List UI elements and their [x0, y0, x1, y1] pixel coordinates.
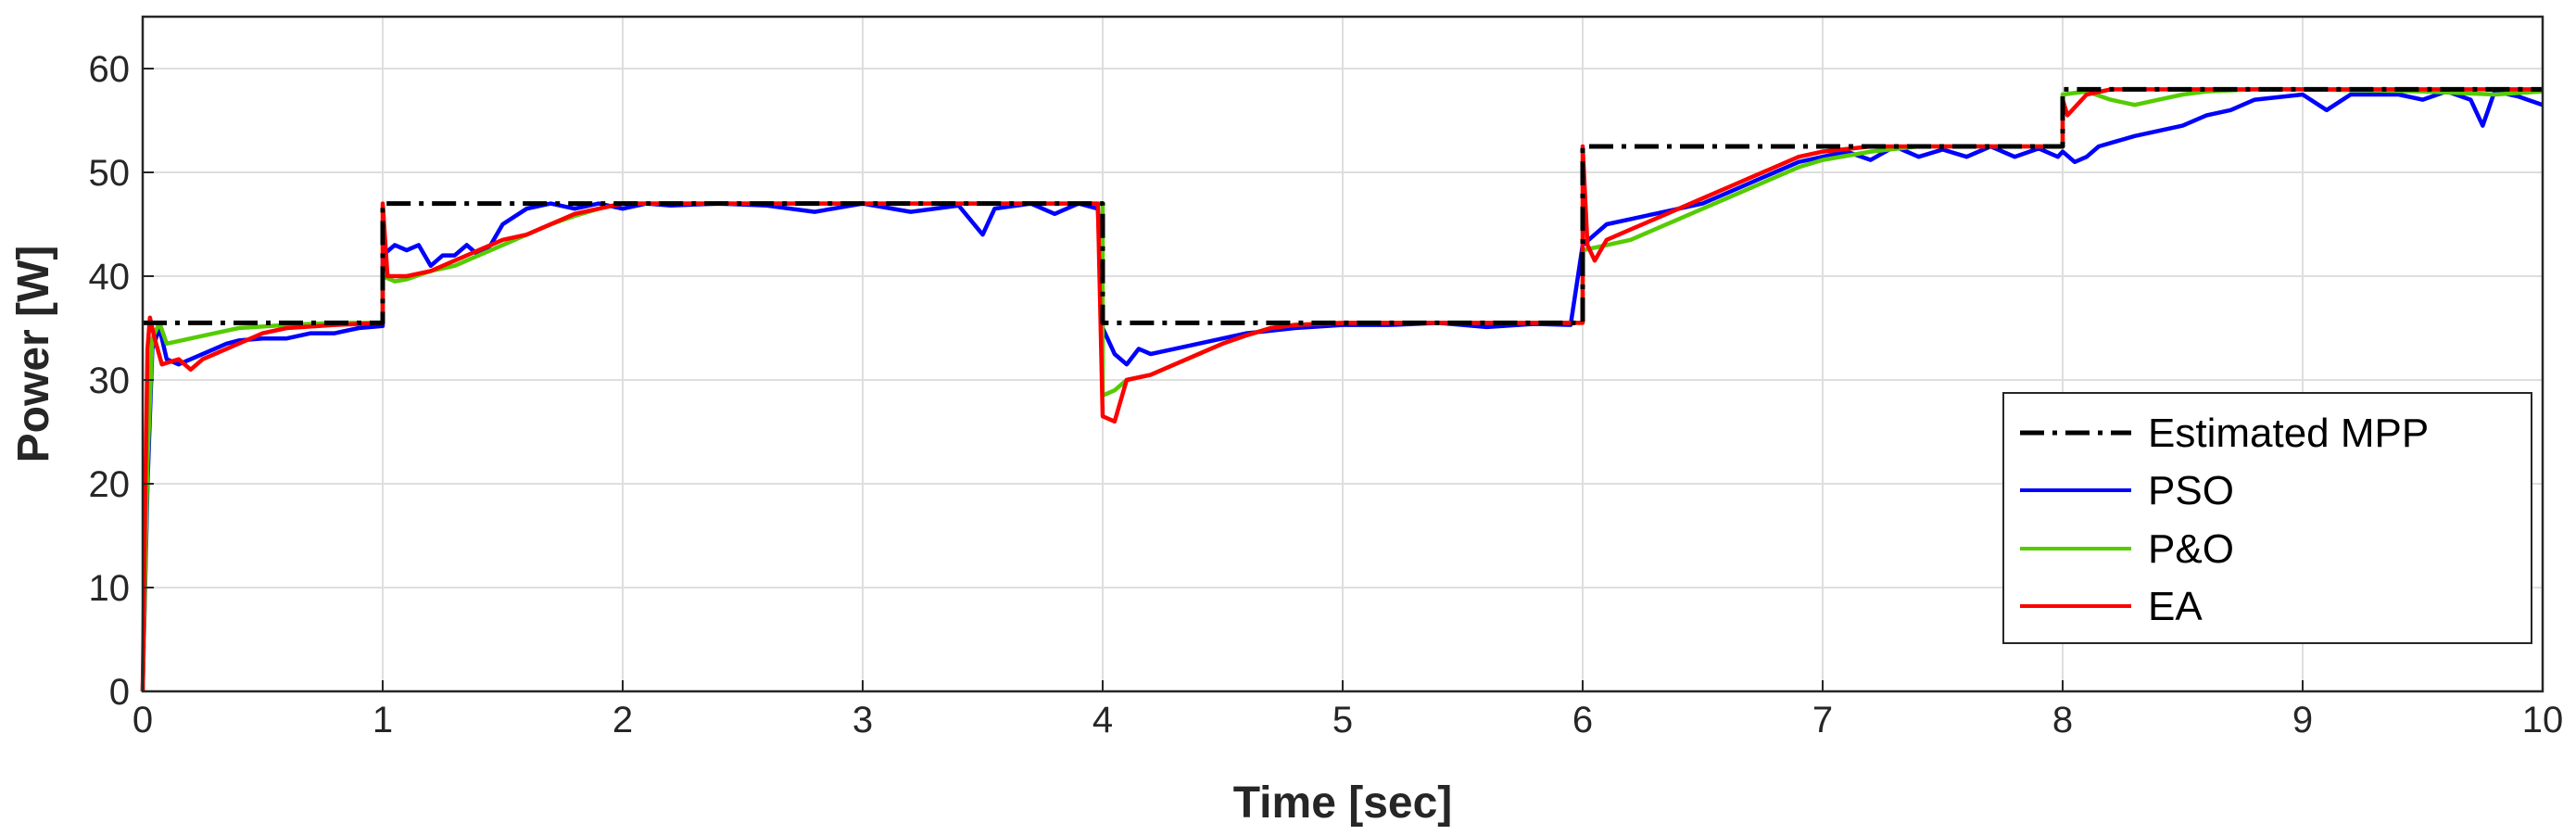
x-axis-title: Time [sec] — [1233, 778, 1453, 828]
y-tick-label: 10 — [89, 568, 131, 609]
y-tick-label: 50 — [89, 153, 131, 194]
series-line-ea — [140, 87, 2543, 692]
x-tick-label: 7 — [1812, 700, 1833, 740]
legend-label-po: P&O — [2148, 526, 2234, 572]
x-tick-label: 0 — [133, 700, 153, 740]
x-tick-label: 8 — [2052, 700, 2073, 740]
legend-label-estimated-mpp: Estimated MPP — [2148, 411, 2429, 456]
x-tick-label: 2 — [612, 700, 633, 740]
y-tick-label: 0 — [109, 672, 130, 713]
x-tick-label: 3 — [852, 700, 873, 740]
series-line-estimated-mpp — [143, 86, 2543, 325]
legend-box — [2002, 392, 2532, 644]
y-tick-label: 30 — [89, 361, 131, 401]
legend-label-pso: PSO — [2148, 468, 2234, 513]
y-tick-label: 20 — [89, 464, 131, 505]
ticks: 0 1 2 3 4 5 6 7 8 9 10 0 10 20 30 40 50 60 — [89, 49, 2564, 740]
x-tick-label: 4 — [1092, 700, 1113, 740]
x-tick-label: 6 — [1572, 700, 1593, 740]
y-axis-title: Power [W] — [9, 246, 58, 463]
legend-label-ea: EA — [2148, 584, 2203, 629]
x-tick-label: 10 — [2522, 700, 2564, 740]
x-tick-label: 1 — [373, 700, 393, 740]
series-layer — [140, 86, 2544, 692]
x-tick-label: 9 — [2292, 700, 2313, 740]
x-tick-label: 5 — [1332, 700, 1353, 740]
y-tick-label: 60 — [89, 49, 131, 90]
legend: Estimated MPP PSO P&O EA — [2002, 392, 2532, 644]
y-tick-label: 40 — [89, 257, 131, 297]
